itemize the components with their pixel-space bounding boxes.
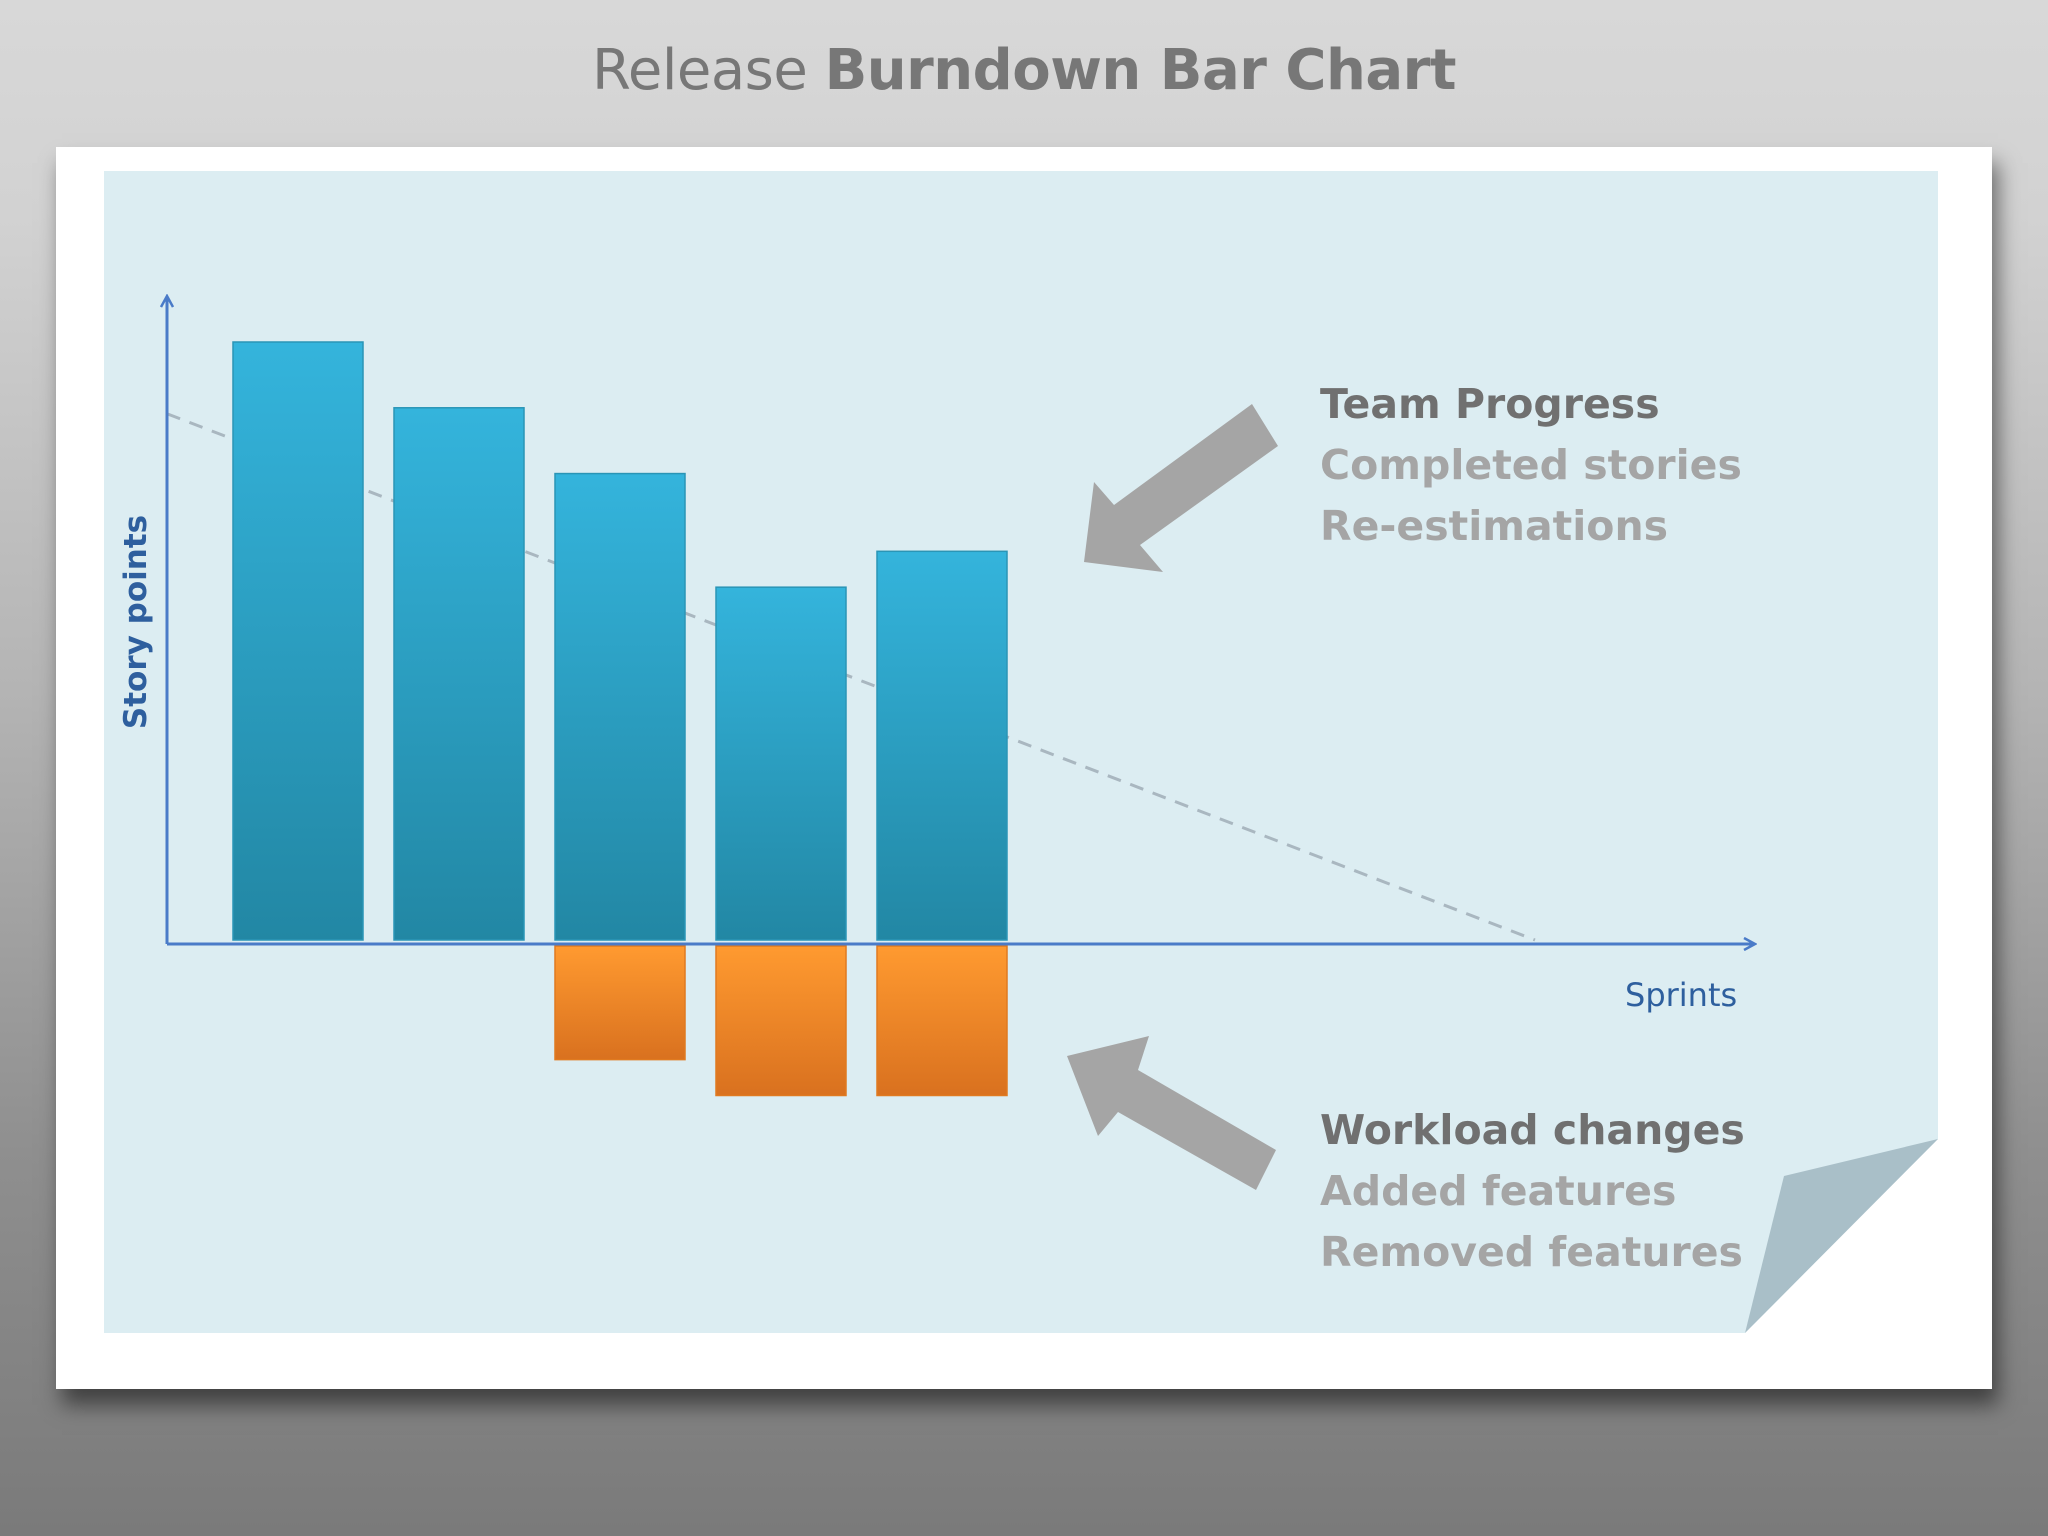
bar-completed-sprint-5: [876, 550, 1008, 941]
removed-features-label: Removed features: [1320, 1228, 1743, 1276]
x-axis-label: Sprints: [1625, 976, 1738, 1014]
title-bold: Burndown Bar Chart: [824, 38, 1457, 103]
bar-workload-sprint-4: [715, 945, 847, 1097]
bar-completed-sprint-4: [715, 586, 847, 941]
re-estimations-label: Re-estimations: [1320, 502, 1669, 550]
bar-completed-sprint-2: [393, 407, 525, 941]
bar-completed-sprint-3: [554, 472, 686, 941]
workload-changes-title: Workload changes: [1320, 1106, 1745, 1154]
progress-arrow-icon: [1084, 404, 1278, 572]
bar-completed-sprint-1: [232, 341, 364, 941]
title-light: Release: [591, 38, 808, 103]
team-progress-title: Team Progress: [1320, 380, 1660, 428]
paper-sheet: [104, 171, 1938, 1333]
workload-arrow-icon: [1067, 1036, 1276, 1190]
completed-stories-label: Completed stories: [1320, 441, 1742, 489]
page-curl: [1745, 1139, 1938, 1333]
slide-title: Release Burndown Bar Chart: [0, 38, 2048, 103]
added-features-label: Added features: [1320, 1167, 1677, 1215]
bar-workload-sprint-5: [876, 945, 1008, 1097]
y-axis-label: Story points: [118, 514, 154, 730]
bar-workload-sprint-3: [554, 945, 686, 1061]
bars-group: [232, 341, 1008, 1097]
